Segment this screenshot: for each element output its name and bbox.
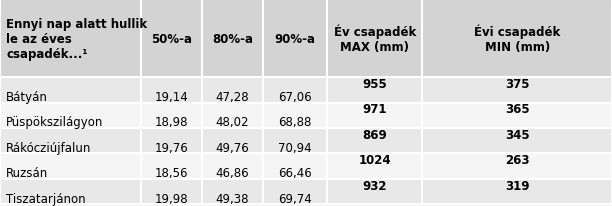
Bar [202, 78, 263, 103]
Bar [141, 103, 202, 128]
Bar [327, 0, 422, 78]
Text: 932: 932 [362, 179, 387, 192]
Bar [327, 103, 422, 128]
Text: 67,06: 67,06 [278, 90, 312, 103]
Text: Püspökszilágyon: Püspökszilágyon [6, 116, 103, 129]
Text: 48,02: 48,02 [216, 116, 249, 129]
Text: 47,28: 47,28 [216, 90, 249, 103]
Bar [422, 154, 612, 179]
Bar [263, 179, 327, 204]
Text: Bátyán: Bátyán [6, 90, 48, 103]
Bar [202, 179, 263, 204]
Bar [0, 179, 141, 204]
Bar [0, 154, 141, 179]
Bar [327, 179, 422, 204]
Text: 869: 869 [362, 128, 387, 141]
Bar [202, 128, 263, 154]
Bar [422, 103, 612, 128]
Bar [263, 103, 327, 128]
Text: Ennyi nap alatt hullik
le az éves
csapadék...¹: Ennyi nap alatt hullik le az éves csapad… [6, 18, 147, 60]
Text: 90%-a: 90%-a [275, 32, 316, 45]
Bar [263, 154, 327, 179]
Text: 80%-a: 80%-a [212, 32, 253, 45]
Text: 345: 345 [505, 128, 529, 141]
Text: 319: 319 [505, 179, 529, 192]
Bar [327, 128, 422, 154]
Bar [263, 78, 327, 103]
Text: 1024: 1024 [359, 154, 391, 167]
Bar [422, 179, 612, 204]
Bar [422, 128, 612, 154]
Text: 263: 263 [505, 154, 529, 167]
Text: 19,76: 19,76 [154, 141, 188, 154]
Bar [263, 128, 327, 154]
Bar [327, 78, 422, 103]
Text: Rákócziújfalun: Rákócziújfalun [6, 141, 92, 154]
Text: 375: 375 [505, 78, 529, 90]
Text: 46,86: 46,86 [216, 166, 249, 179]
Text: Év csapadék
MAX (mm): Év csapadék MAX (mm) [334, 24, 416, 54]
Bar [141, 179, 202, 204]
Text: 955: 955 [362, 78, 387, 90]
Text: 49,38: 49,38 [216, 192, 249, 205]
Text: 68,88: 68,88 [278, 116, 312, 129]
Text: 18,56: 18,56 [155, 166, 188, 179]
Bar [422, 78, 612, 103]
Bar [0, 128, 141, 154]
Bar [141, 78, 202, 103]
Bar [0, 78, 141, 103]
Bar [202, 103, 263, 128]
Text: 19,14: 19,14 [154, 90, 188, 103]
Text: Tiszatarjánon: Tiszatarjánon [6, 192, 86, 205]
Text: 69,74: 69,74 [278, 192, 312, 205]
Text: 18,98: 18,98 [155, 116, 188, 129]
Text: 365: 365 [505, 103, 529, 116]
Text: 49,76: 49,76 [215, 141, 250, 154]
Bar [0, 0, 141, 78]
Text: 66,46: 66,46 [278, 166, 312, 179]
Text: 971: 971 [362, 103, 387, 116]
Bar [202, 154, 263, 179]
Text: 70,94: 70,94 [278, 141, 312, 154]
Bar [327, 154, 422, 179]
Bar [141, 0, 202, 78]
Bar [0, 103, 141, 128]
Bar [263, 0, 327, 78]
Text: Ruzsán: Ruzsán [6, 166, 48, 179]
Bar [422, 0, 612, 78]
Text: Évi csapadék
MIN (mm): Évi csapadék MIN (mm) [474, 24, 560, 54]
Bar [202, 0, 263, 78]
Text: 50%-a: 50%-a [151, 32, 192, 45]
Bar [141, 154, 202, 179]
Text: 19,98: 19,98 [155, 192, 188, 205]
Bar [141, 128, 202, 154]
